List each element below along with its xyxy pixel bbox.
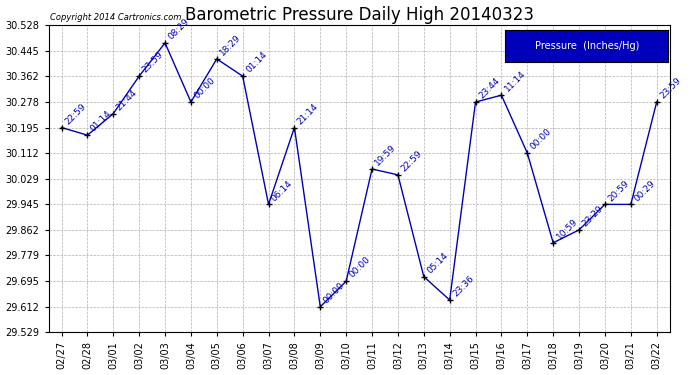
Text: 18:29: 18:29 xyxy=(218,33,243,57)
Text: Copyright 2014 Cartronics.com: Copyright 2014 Cartronics.com xyxy=(50,13,181,22)
Text: 22:59: 22:59 xyxy=(400,149,424,174)
Text: 01:14: 01:14 xyxy=(244,50,268,75)
Text: 00:00: 00:00 xyxy=(322,281,346,305)
Text: 23:44: 23:44 xyxy=(477,76,502,100)
Text: 10:59: 10:59 xyxy=(555,217,579,242)
Text: 23:59: 23:59 xyxy=(141,50,165,75)
Title: Barometric Pressure Daily High 20140323: Barometric Pressure Daily High 20140323 xyxy=(185,6,533,24)
Text: 22:59: 22:59 xyxy=(63,102,88,126)
Text: 01:14: 01:14 xyxy=(89,109,113,134)
Text: 20:59: 20:59 xyxy=(607,178,631,203)
Text: 00:00: 00:00 xyxy=(193,76,217,100)
Text: 00:00: 00:00 xyxy=(348,255,372,280)
Text: 23:36: 23:36 xyxy=(451,274,475,298)
Text: 23:29: 23:29 xyxy=(580,204,605,228)
Text: 19:59: 19:59 xyxy=(373,143,398,168)
Text: 00:29: 00:29 xyxy=(632,178,657,203)
Text: 00:00: 00:00 xyxy=(529,127,553,152)
Text: 21:14: 21:14 xyxy=(296,102,320,126)
Text: 21:44: 21:44 xyxy=(115,88,139,112)
Text: 23:59: 23:59 xyxy=(658,76,682,100)
Text: 06:14: 06:14 xyxy=(270,178,295,203)
Text: 05:14: 05:14 xyxy=(425,251,450,275)
Text: 08:29: 08:29 xyxy=(166,17,191,42)
Text: 11:14: 11:14 xyxy=(503,69,527,94)
